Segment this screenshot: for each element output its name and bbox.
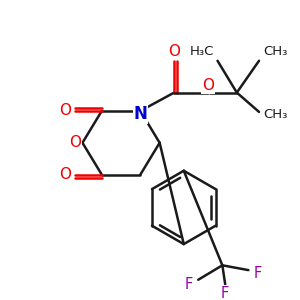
Text: H₃C: H₃C xyxy=(189,45,214,58)
Text: N: N xyxy=(134,105,147,123)
Text: CH₃: CH₃ xyxy=(263,45,287,58)
Text: F: F xyxy=(184,277,193,292)
Text: O: O xyxy=(69,135,81,150)
Text: O: O xyxy=(168,44,180,59)
Text: CH₃: CH₃ xyxy=(263,108,287,121)
Text: O: O xyxy=(202,78,214,93)
Text: F: F xyxy=(221,286,230,300)
Text: F: F xyxy=(254,266,262,281)
Text: O: O xyxy=(59,103,71,118)
Text: O: O xyxy=(59,167,71,182)
